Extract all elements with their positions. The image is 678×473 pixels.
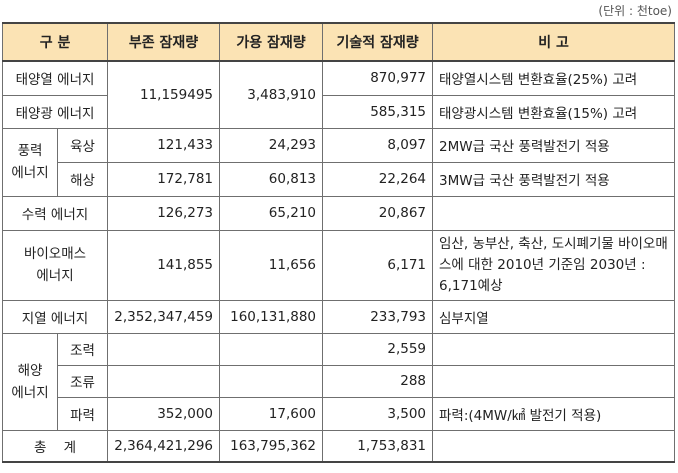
table-row-ocean-wave: 파력 352,000 17,600 3,500 파력:(4MW/㎢ 발전기 적용… bbox=[3, 396, 676, 431]
sub-label: 육상 bbox=[56, 127, 109, 163]
row-label: 지열 에너지 bbox=[1, 299, 109, 334]
technical-cell: 3,500 bbox=[322, 396, 434, 431]
wind-label-line1: 풍력 bbox=[17, 143, 43, 159]
biomass-label-line2: 에너지 bbox=[36, 268, 74, 284]
available-cell bbox=[219, 364, 324, 398]
potential-cell: 172,781 bbox=[107, 161, 221, 197]
table-row-ocean-current: 조류 288 bbox=[3, 364, 676, 398]
unit-note: (단위 : 천toe) bbox=[598, 4, 672, 18]
technical-cell: 22,264 bbox=[322, 161, 434, 197]
table-row-total: 총 계 2,364,421,296 163,795,362 1,753,831 bbox=[1, 429, 676, 463]
remark-cell: 태양열시스템 변환효율(25%) 고려 bbox=[432, 60, 676, 96]
header-category: 구 분 bbox=[1, 22, 109, 62]
row-label: 총 계 bbox=[1, 429, 109, 463]
solar-available-cell: 3,483,910 bbox=[219, 60, 324, 129]
remark-cell: 태양광시스템 변환효율(15%) 고려 bbox=[432, 94, 676, 129]
potential-cell: 352,000 bbox=[107, 396, 221, 431]
sub-label: 조류 bbox=[56, 364, 109, 398]
header-row: 구 분 부존 잠재량 가용 잠재량 기술적 잠재량 비 고 bbox=[1, 22, 676, 62]
available-cell: 163,795,362 bbox=[219, 429, 324, 463]
table-row-hydro: 수력 에너지 126,273 65,210 20,867 bbox=[1, 195, 676, 231]
remark-cell bbox=[432, 332, 676, 366]
technical-cell: 8,097 bbox=[322, 127, 434, 163]
remark-cell: 2MW급 국산 풍력발전기 적용 bbox=[432, 127, 676, 163]
potential-cell bbox=[107, 332, 221, 366]
wind-group-label: 풍력 에너지 bbox=[2, 127, 58, 197]
row-label: 수력 에너지 bbox=[1, 195, 109, 231]
potential-cell: 2,352,347,459 bbox=[107, 299, 221, 334]
available-cell: 65,210 bbox=[219, 195, 324, 231]
sub-label: 해상 bbox=[56, 161, 109, 197]
sub-label: 조력 bbox=[56, 332, 109, 366]
potential-cell bbox=[107, 364, 221, 398]
ocean-label-line2: 에너지 bbox=[11, 384, 49, 401]
ocean-group-label: 해양 에너지 bbox=[2, 332, 58, 431]
available-cell: 24,293 bbox=[219, 127, 324, 163]
technical-cell: 20,867 bbox=[322, 195, 434, 231]
table-row-biomass: 바이오매스 에너지 141,855 11,656 6,171 임산, 농부산, … bbox=[1, 229, 676, 301]
header-potential: 부존 잠재량 bbox=[107, 22, 221, 62]
technical-cell: 2,559 bbox=[322, 332, 434, 366]
table-row-solar-thermal: 태양열 에너지 11,159495 3,483,910 870,977 태양열시… bbox=[1, 60, 676, 129]
technical-cell: 585,315 bbox=[322, 94, 434, 129]
available-cell: 60,813 bbox=[219, 161, 324, 197]
potential-cell: 2,364,421,296 bbox=[107, 429, 221, 463]
available-cell: 11,656 bbox=[219, 229, 324, 301]
remark-cell bbox=[432, 429, 676, 463]
available-cell: 17,600 bbox=[219, 396, 324, 431]
technical-cell: 870,977 bbox=[322, 60, 434, 96]
available-cell: 160,131,880 bbox=[219, 299, 324, 334]
row-label: 태양열 에너지 bbox=[1, 60, 109, 96]
ocean-label-line1: 해양 bbox=[17, 362, 43, 379]
potential-cell: 126,273 bbox=[107, 195, 221, 231]
wind-label-line2: 에너지 bbox=[11, 165, 49, 181]
technical-cell: 1,753,831 bbox=[322, 429, 434, 463]
biomass-label-line1: 바이오매스 bbox=[23, 246, 87, 262]
row-label: 바이오매스 에너지 bbox=[1, 229, 109, 301]
potential-cell: 121,433 bbox=[107, 127, 221, 163]
remark-cell: 파력:(4MW/㎢ 발전기 적용) bbox=[432, 396, 676, 431]
remark-cell: 임산, 농부산, 축산, 도시폐기물 바이오매스에 대한 2010년 기준임 2… bbox=[432, 229, 676, 301]
table-row-ocean-tidal: 해양 에너지 조력 2,559 bbox=[2, 332, 676, 431]
row-label: 태양광 에너지 bbox=[1, 94, 109, 129]
technical-cell: 288 bbox=[322, 364, 434, 398]
table-row-solar-pv: 태양광 에너지 585,315 태양광시스템 변환효율(15%) 고려 bbox=[1, 94, 676, 129]
renewable-energy-potential-table: 구 분 부존 잠재량 가용 잠재량 기술적 잠재량 비 고 태양열 에너지 11… bbox=[1, 22, 676, 463]
solar-potential-cell: 11,159495 bbox=[107, 60, 221, 129]
remark-cell bbox=[432, 195, 676, 231]
header-remarks: 비 고 bbox=[432, 22, 676, 62]
remark-cell: 3MW급 국산 풍력발전기 적용 bbox=[432, 161, 676, 197]
table-row-geothermal: 지열 에너지 2,352,347,459 160,131,880 233,793… bbox=[1, 299, 676, 334]
header-available: 가용 잠재량 bbox=[219, 22, 324, 62]
table-row-wind-onshore: 풍력 에너지 육상 121,433 24,293 8,097 2MW급 국산 풍… bbox=[2, 127, 676, 197]
technical-cell: 6,171 bbox=[322, 229, 434, 301]
header-technical: 기술적 잠재량 bbox=[322, 22, 434, 62]
technical-cell: 233,793 bbox=[322, 299, 434, 334]
sub-label: 파력 bbox=[56, 396, 109, 431]
remark-cell bbox=[432, 364, 676, 398]
available-cell bbox=[219, 332, 324, 366]
table-row-wind-offshore: 해상 172,781 60,813 22,264 3MW급 국산 풍력발전기 적… bbox=[3, 161, 676, 197]
remark-cell: 심부지열 bbox=[432, 299, 676, 334]
potential-cell: 141,855 bbox=[107, 229, 221, 301]
